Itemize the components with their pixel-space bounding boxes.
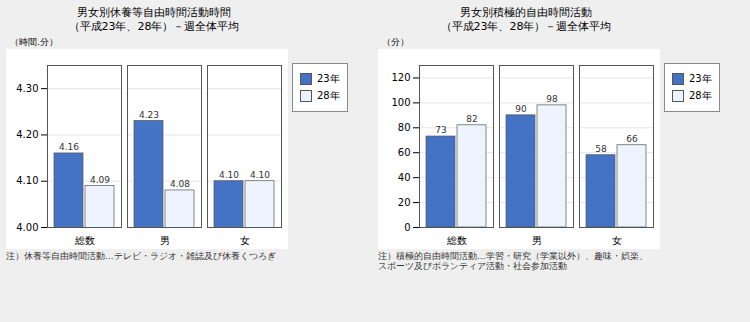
html-text:28年: 28年	[689, 89, 712, 101]
html-text:注）休養等自由時間活動…テレビ・ラジオ・雑誌及び休養くつろぎ: 注）休養等自由時間活動…テレビ・ラジオ・雑誌及び休養くつろぎ	[6, 250, 276, 261]
svg-text:総数: 総数	[74, 234, 95, 245]
svg-text:40: 40	[398, 171, 411, 182]
svg-text:82: 82	[466, 114, 477, 124]
svg-text:80: 80	[398, 122, 411, 133]
svg-text:20: 20	[398, 196, 411, 207]
svg-text:男: 男	[532, 234, 542, 245]
svg-text:0: 0	[404, 221, 410, 232]
html-text:23年: 23年	[317, 72, 340, 84]
svg-text:98: 98	[546, 94, 558, 104]
svg-text:4.20: 4.20	[16, 129, 38, 140]
svg-text:総数: 総数	[446, 234, 467, 245]
svg-text:4.09: 4.09	[90, 174, 110, 184]
svg-text:4.00: 4.00	[16, 221, 38, 232]
svg-text:4.10: 4.10	[16, 175, 38, 186]
svg-text:100: 100	[391, 97, 410, 108]
svg-text:58: 58	[595, 144, 607, 154]
svg-text:66: 66	[626, 134, 638, 144]
svg-text:4.08: 4.08	[170, 179, 190, 189]
svg-text:60: 60	[398, 146, 411, 157]
html-text:男女別休養等自由時間活動時間 （平成23年、28年）－週全体: 男女別休養等自由時間活動時間 （平成23年、28年）－週全体平均	[68, 6, 240, 33]
svg-text:女: 女	[240, 234, 250, 245]
svg-text:90: 90	[515, 104, 527, 114]
html-text:（時間.分）: （時間.分）	[10, 36, 58, 47]
svg-text:4.10: 4.10	[250, 170, 270, 180]
html-text:注）積極的自由時間活動…学習・研究（学業以外）、趣味・娯楽、: 注）積極的自由時間活動…学習・研究（学業以外）、趣味・娯楽、 スポーツ及びボラン…	[378, 250, 648, 272]
svg-text:4.23: 4.23	[139, 109, 159, 119]
svg-text:4.16: 4.16	[59, 142, 79, 152]
svg-text:73: 73	[435, 125, 446, 135]
svg-text:男: 男	[160, 234, 170, 245]
svg-text:4.30: 4.30	[16, 82, 38, 93]
html-text:（分）: （分）	[382, 36, 409, 47]
svg-text:4.10: 4.10	[219, 170, 239, 180]
html-text:28年: 28年	[317, 89, 340, 101]
svg-text:女: 女	[612, 234, 622, 245]
html-text:23年: 23年	[689, 72, 712, 84]
html-text:男女別積極的自由時間活動 （平成23年、28年）－週全体平均: 男女別積極的自由時間活動 （平成23年、28年）－週全体平均	[440, 6, 612, 33]
svg-text:120: 120	[391, 72, 410, 83]
